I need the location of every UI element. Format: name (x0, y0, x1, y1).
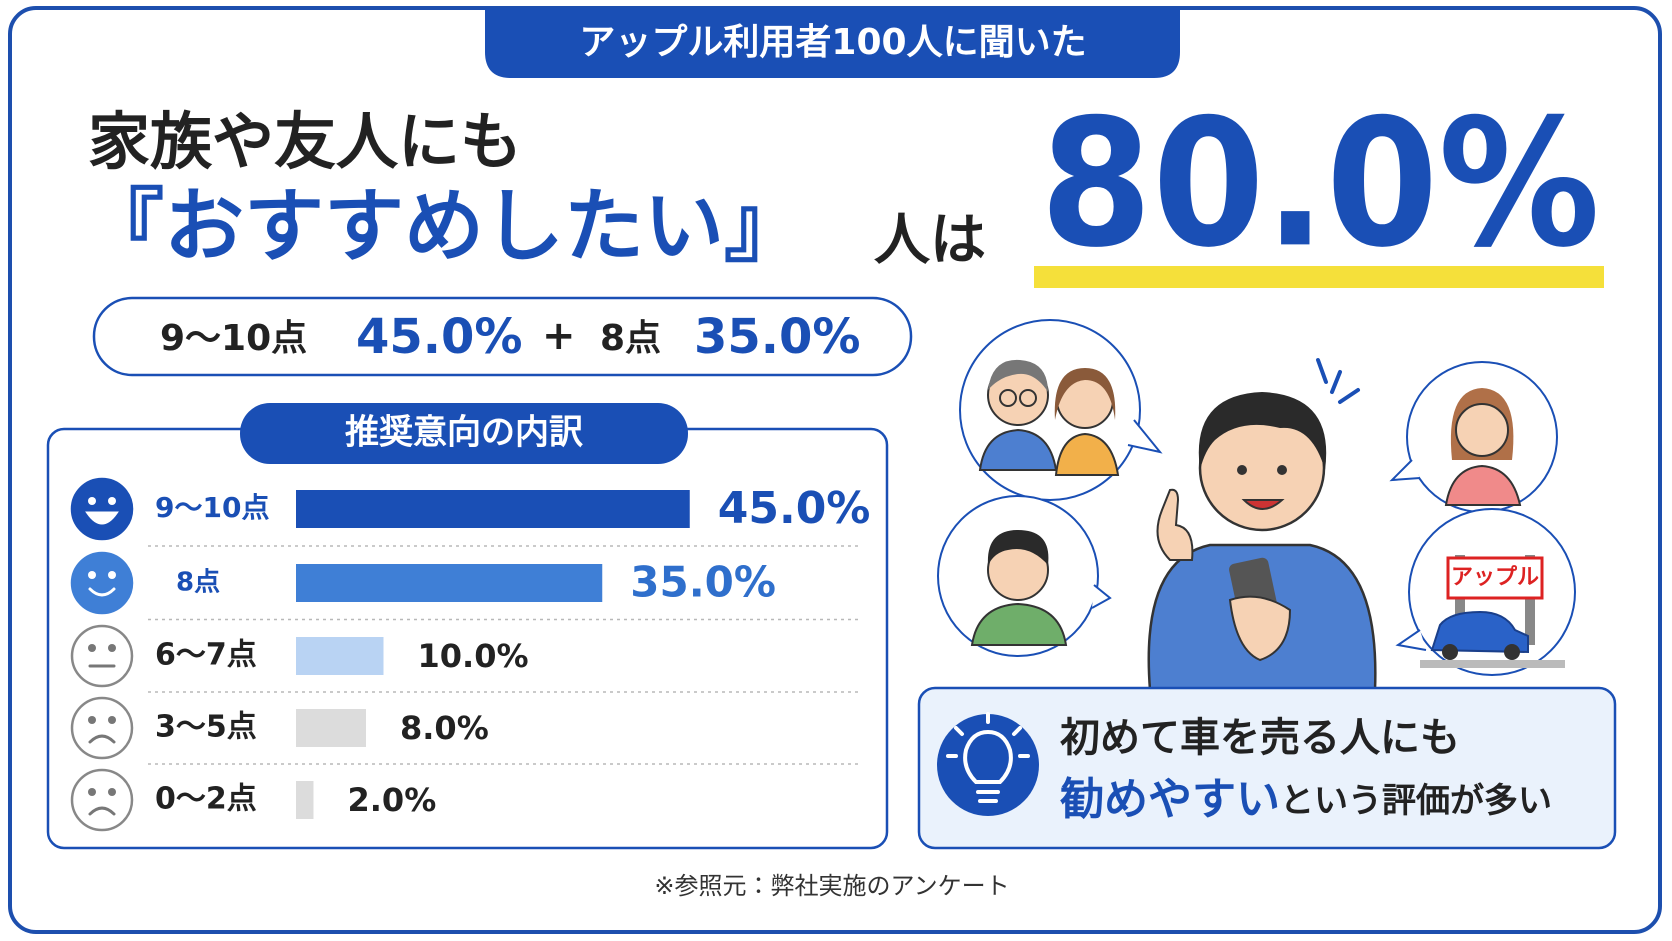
headline-highlight: 『おすすめしたい』 (84, 180, 804, 273)
callout-line2: 勧めやすいという評価が多い (1060, 774, 1552, 825)
bar (296, 564, 603, 602)
summary-value: 45.0% (356, 309, 523, 365)
face-eye (88, 644, 96, 652)
face-eye (88, 497, 96, 505)
value-label: 35.0% (630, 558, 776, 607)
category-label: 6〜7点 (155, 638, 257, 673)
tab-text: アップル利用者100人に聞いた (579, 22, 1086, 63)
bulb-glyph (946, 712, 1030, 803)
face-eye (108, 788, 116, 796)
value-label: 2.0% (348, 781, 437, 819)
face-mouth (85, 511, 119, 525)
breakdown-title: 推奨意向の内訳 (345, 413, 583, 453)
bar-chart: 9〜10点 45.0% 8点 35.0% 6〜7点 10.0% 3〜5点 8.0% 0〜2点 2.… (70, 477, 871, 832)
face-eye (88, 571, 96, 579)
bar (296, 637, 384, 675)
rating-face (70, 477, 134, 541)
highlight-underline (1034, 266, 1604, 288)
value-label: 45.0% (718, 483, 871, 534)
face-eye (88, 716, 96, 724)
sign-text: アップル (1451, 565, 1539, 590)
category-label: 9〜10点 (155, 491, 269, 524)
category-label: 3〜5点 (155, 710, 257, 745)
bulb-icon (937, 714, 1039, 816)
illustration (937, 319, 1576, 692)
callout-rest: という評価が多い (1280, 781, 1552, 821)
rating-face (70, 551, 134, 615)
value-label: 10.0% (418, 637, 529, 675)
face-mouth (88, 806, 116, 816)
face-mouth (88, 734, 116, 744)
breakdown-tab (240, 403, 688, 464)
summary-plus: + (542, 313, 576, 359)
callout-box (917, 686, 1617, 850)
callout-line1: 初めて車を売る人にも (1060, 715, 1460, 761)
category-label: 8点 (176, 567, 220, 598)
rating-face (70, 768, 134, 832)
big-number: 80.0% (1040, 81, 1600, 286)
top-tab (485, 8, 1180, 78)
footnote: ※参照元：弊社実施のアンケート (654, 872, 1009, 900)
callout-highlight: 勧めやすい (1060, 774, 1280, 825)
face-eye (108, 497, 116, 505)
face-eye (108, 571, 116, 579)
face-mouth (88, 587, 116, 597)
headline-line1: 家族や友人にも (88, 105, 522, 178)
summary-label: 8点 (600, 318, 661, 359)
bar (296, 781, 314, 819)
rating-face (70, 624, 134, 688)
face-eye (108, 716, 116, 724)
summary-value: 35.0% (694, 309, 861, 365)
bar (296, 490, 690, 528)
summary-label: 9〜10点 (160, 318, 307, 359)
rating-face (70, 696, 134, 760)
face-eye (88, 788, 96, 796)
face-eye (108, 644, 116, 652)
category-label: 0〜2点 (155, 782, 257, 817)
bar (296, 709, 366, 747)
headline-rest: 人は (874, 208, 986, 273)
value-label: 8.0% (400, 709, 489, 747)
summary-pill (92, 296, 913, 377)
